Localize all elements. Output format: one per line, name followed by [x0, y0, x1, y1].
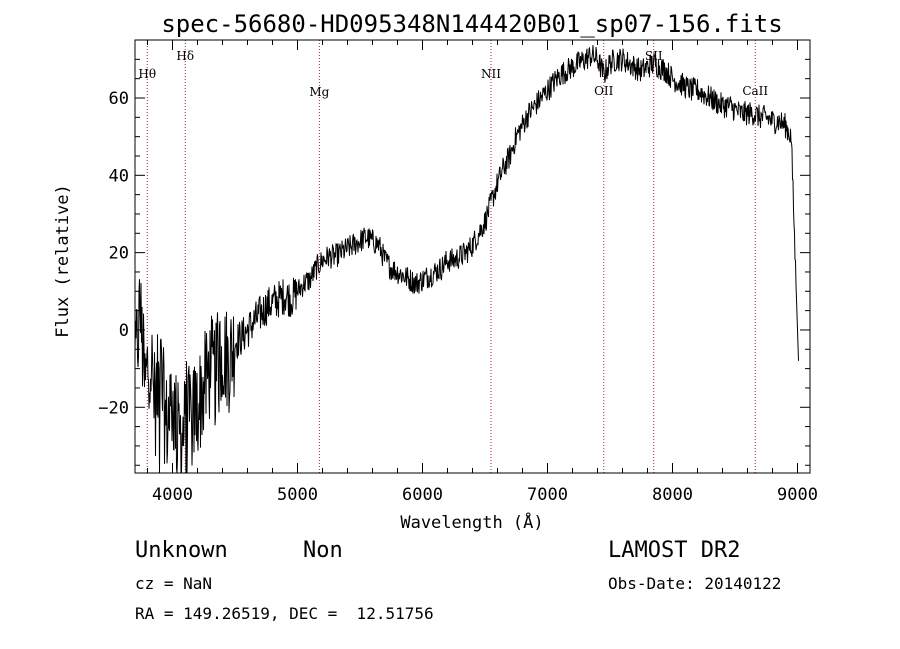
- x-tick-label: 8000: [652, 485, 693, 505]
- spectral-line-label: OII: [594, 84, 614, 98]
- spectrum-series-line: [134, 45, 799, 474]
- axis-ticks: 4000 5000 6000 7000 8000 9000 −20 0 20 40 60: [98, 39, 818, 505]
- spectral-line-label: CaII: [742, 84, 768, 98]
- observation-date: Obs-Date: 20140122: [608, 574, 782, 593]
- spectral-line-label: Mg: [309, 85, 329, 99]
- y-tick-label: −20: [98, 398, 129, 418]
- x-axis-label: Wavelength (Å): [400, 511, 543, 533]
- redshift-value: cz = NaN: [135, 574, 213, 593]
- x-tick-label: 9000: [777, 485, 818, 505]
- x-tick-label: 6000: [402, 485, 443, 505]
- y-tick-label: 40: [109, 166, 129, 186]
- survey-name: LAMOST DR2: [608, 538, 741, 563]
- spectral-line-label: Hθ: [138, 67, 156, 81]
- x-tick-label: 5000: [277, 485, 318, 505]
- object-subclass: Non: [303, 538, 343, 563]
- object-class: Unknown: [135, 538, 228, 563]
- x-tick-label: 7000: [527, 485, 568, 505]
- chart-title: spec-56680-HD095348N144420B01_sp07-156.f…: [161, 10, 782, 38]
- y-tick-label: 0: [119, 321, 129, 341]
- y-axis-label: Flux (relative): [53, 184, 73, 338]
- y-tick-label: 20: [109, 244, 129, 264]
- x-tick-label: 4000: [152, 485, 193, 505]
- spectral-line-label: Hδ: [176, 49, 194, 63]
- spectral-line-label: NII: [481, 67, 501, 81]
- y-tick-label: 60: [109, 89, 129, 109]
- coordinates: RA = 149.26519, DEC = 12.51756: [135, 604, 434, 623]
